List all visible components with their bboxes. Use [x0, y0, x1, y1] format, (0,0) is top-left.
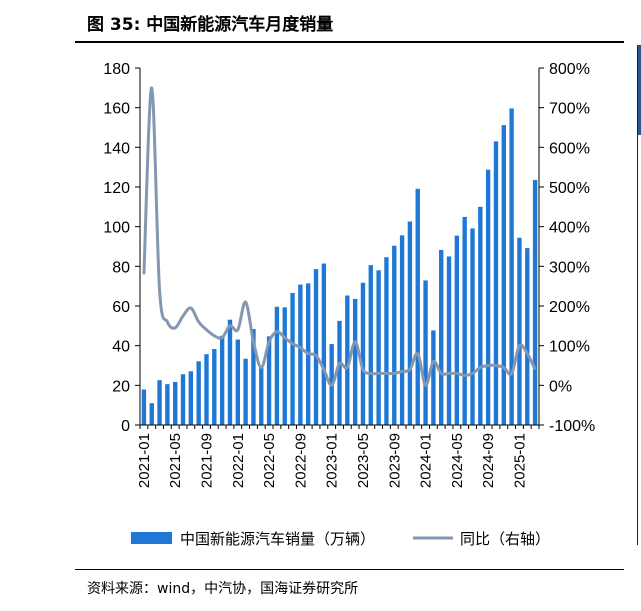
right-axis-tick-label: 200% — [549, 299, 590, 316]
legend-bar-label: 中国新能源汽车销量（万辆） — [180, 531, 375, 548]
bar — [345, 295, 350, 425]
bar — [313, 269, 319, 425]
legend-layer: 中国新能源汽车销量（万辆） 同比（右轴） — [131, 531, 550, 548]
bar — [392, 245, 397, 425]
bar — [149, 403, 154, 425]
bar — [384, 257, 389, 425]
yoy-line — [142, 86, 537, 387]
bar — [415, 188, 420, 425]
bar — [282, 307, 287, 425]
line-layer — [142, 86, 537, 387]
x-axis-tick-label: 2023-05 — [355, 433, 372, 488]
bar — [509, 108, 514, 426]
right-axis-tick-label: 700% — [549, 101, 590, 118]
axes-layer: 0 20 40 60 80 100 120 140 160 180 -100% 0% 100% 200% 3… — [103, 61, 595, 488]
x-axis-tick-label: 2022-01 — [230, 433, 247, 488]
bar — [196, 361, 201, 425]
right-axis-tick-label: 300% — [549, 259, 590, 276]
bar — [298, 284, 303, 425]
right-axis-tick-label: 0% — [549, 378, 572, 395]
bar — [165, 384, 170, 425]
source-note: 资料来源：wind，中汽协，国海证券研究所 — [87, 581, 359, 597]
left-axis-tick-label: 80 — [112, 259, 130, 276]
left-axis-tick-label: 140 — [103, 140, 130, 157]
x-axis-tick-label: 2024-01 — [418, 433, 435, 488]
bar — [446, 256, 452, 425]
left-axis-tick-label: 60 — [112, 299, 130, 316]
bar — [493, 141, 499, 425]
bar — [259, 365, 264, 425]
x-axis-tick-label: 2024-05 — [449, 433, 466, 488]
bar — [517, 237, 522, 425]
bar — [352, 298, 358, 425]
bar — [399, 235, 405, 425]
bar — [243, 358, 248, 425]
bar — [173, 381, 178, 425]
bar — [407, 221, 413, 425]
bar — [274, 306, 280, 425]
right-axis-tick-label: -100% — [549, 418, 595, 435]
bar — [368, 265, 373, 425]
bars-layer — [141, 108, 538, 426]
left-axis-tick-label: 100 — [103, 220, 130, 237]
bar — [180, 374, 186, 425]
bar — [501, 125, 506, 426]
bar — [321, 263, 327, 425]
bar — [470, 228, 475, 425]
bar — [157, 380, 162, 425]
x-axis-tick-label: 2023-09 — [386, 433, 403, 488]
right-axis-tick-label: 500% — [549, 180, 590, 197]
title-rule — [75, 41, 624, 43]
legend-line-label: 同比（右轴） — [460, 531, 550, 548]
right-axis-tick-label: 800% — [549, 61, 590, 78]
bar — [251, 329, 256, 425]
x-axis-tick-label: 2023-01 — [324, 433, 341, 488]
figure-title: 图 35: 中国新能源汽车月度销量 — [87, 15, 334, 35]
bar — [525, 248, 530, 425]
bar — [360, 282, 366, 425]
x-axis-tick-label: 2021-09 — [199, 433, 216, 488]
adjacent-figure-edge — [630, 0, 641, 611]
bar — [290, 292, 295, 425]
left-axis-tick-label: 160 — [103, 101, 130, 118]
left-axis-tick-label: 180 — [103, 61, 130, 78]
bar — [188, 371, 194, 425]
left-axis-tick-label: 20 — [112, 378, 130, 395]
bar — [212, 349, 217, 425]
legend-bar-swatch — [131, 532, 172, 544]
right-axis-tick-label: 100% — [549, 339, 590, 356]
x-axis-tick-label: 2024-09 — [480, 433, 497, 488]
bar — [141, 389, 147, 425]
right-axis-tick-label: 600% — [549, 140, 590, 157]
bar — [219, 335, 225, 425]
adjacent-figure-border — [637, 45, 638, 545]
x-axis-tick-label: 2022-09 — [292, 433, 309, 488]
bar — [478, 206, 483, 425]
right-axis-tick-label: 400% — [549, 220, 590, 237]
adjacent-figure-block — [638, 45, 641, 135]
bar — [439, 249, 444, 425]
left-axis-tick-label: 120 — [103, 180, 130, 197]
bar — [454, 235, 460, 425]
x-axis-tick-label: 2022-05 — [261, 433, 278, 488]
bar — [235, 339, 240, 425]
bar — [266, 336, 272, 425]
x-axis-tick-label: 2021-01 — [136, 433, 153, 488]
bar — [376, 270, 381, 425]
bar — [431, 330, 436, 425]
left-axis-tick-label: 40 — [112, 339, 130, 356]
left-axis-tick-label: 0 — [121, 418, 130, 435]
x-axis-tick-label: 2021-05 — [167, 433, 184, 488]
bar — [462, 216, 467, 425]
bar — [485, 169, 491, 425]
bar — [204, 354, 209, 425]
bar — [337, 320, 342, 425]
x-axis-tick-label: 2025-01 — [511, 433, 528, 488]
source-rule — [75, 569, 624, 570]
bar — [532, 180, 538, 425]
bar — [227, 319, 233, 425]
bar — [423, 280, 428, 425]
